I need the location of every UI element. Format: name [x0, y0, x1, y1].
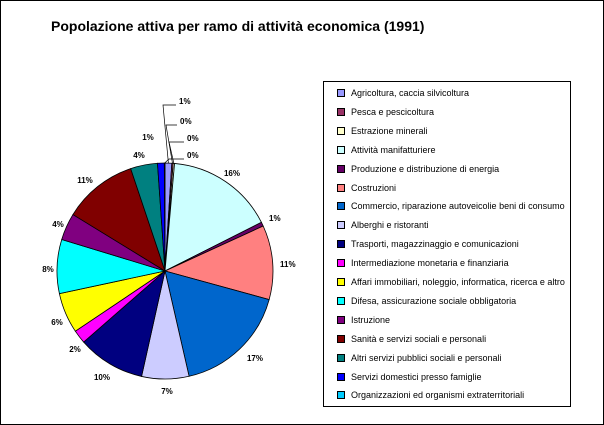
legend-item-12: Difesa, assicurazione sociale obbligator… — [337, 294, 516, 308]
legend-swatch — [337, 296, 345, 305]
legend-swatch — [337, 145, 345, 154]
legend-item-5: Produzione e distribuzione di energia — [337, 162, 499, 176]
legend-swatch — [337, 221, 345, 230]
slice-label-4: 16% — [224, 169, 240, 178]
chart-title: Popolazione attiva per ramo di attività … — [51, 18, 425, 34]
legend-item-6: Costruzioni — [337, 181, 396, 195]
legend-swatch — [337, 202, 345, 211]
pie-slice-6 — [163, 225, 274, 301]
pie-slice-4 — [164, 162, 262, 272]
legend-item-15: Altri servizi pubblici sociali e persona… — [337, 351, 502, 365]
legend-label: Pesca e pescicoltura — [351, 106, 435, 117]
slice-label-12: 8% — [42, 265, 54, 274]
slice-label-6: 11% — [280, 260, 296, 269]
legend-item-9: Trasporti, magazzinaggio e comunicazioni — [337, 237, 519, 251]
slice-label-16: 1% — [142, 133, 154, 142]
legend-label: Intermediazione monetaria e finanziaria — [351, 258, 509, 269]
slice-label-9: 10% — [94, 373, 110, 382]
leader-line-3 — [168, 141, 184, 164]
slice-label-11: 6% — [51, 318, 63, 327]
slice-label-5: 1% — [269, 214, 281, 223]
legend-item-13: Istruzione — [337, 313, 390, 327]
legend-label: Affari immobiliari, noleggio, informatic… — [351, 277, 565, 287]
legend-item-8: Alberghi e ristoranti — [337, 218, 429, 232]
pie-slice-14 — [72, 168, 166, 272]
legend-item-4: Attività manifatturiere — [337, 143, 436, 157]
slice-label-2: 0% — [180, 117, 192, 126]
legend-label: Estrazione minerali — [351, 125, 428, 136]
legend: Agricoltura, caccia silvicoltura Pesca e … — [323, 81, 571, 407]
legend-label: Sanità e servizi sociali e personali — [351, 333, 487, 344]
legend-swatch — [337, 164, 345, 173]
legend-swatch — [337, 334, 345, 343]
legend-item-14: Sanità e servizi sociali e personali — [337, 332, 486, 346]
legend-label: Attività manifatturiere — [351, 144, 436, 155]
legend-swatch — [337, 353, 345, 362]
legend-swatch — [337, 240, 345, 249]
legend-label: Altri servizi pubblici sociali e persona… — [351, 352, 502, 363]
legend-label: Organizzazioni ed organismi extraterrito… — [351, 390, 525, 401]
legend-label: Commercio, riparazione autoveicolie beni… — [351, 201, 565, 212]
legend-label: Difesa, assicurazione sociale obbligator… — [351, 295, 517, 306]
legend-swatch — [337, 89, 345, 97]
legend-item-2: Pesca e pescicoltura — [337, 105, 434, 119]
legend-item-10: Intermediazione monetaria e finanziaria — [337, 256, 509, 270]
legend-label: Agricoltura, caccia silvicoltura — [351, 88, 470, 98]
slice-label-13: 4% — [52, 220, 64, 229]
slice-label-14: 11% — [77, 176, 93, 185]
slice-label-8: 7% — [161, 387, 173, 396]
legend-label: Produzione e distribuzione di energia — [351, 163, 500, 174]
legend-swatch — [337, 278, 345, 286]
slice-label-17: 0% — [187, 151, 199, 160]
legend-swatch — [337, 107, 345, 116]
leader-line-2 — [165, 124, 177, 164]
legend-label: Alberghi e ristoranti — [351, 220, 429, 231]
legend-swatch — [337, 372, 345, 381]
legend-item-17: Organizzazioni ed organismi extraterrito… — [337, 388, 524, 402]
legend-item-11: Affari immobiliari, noleggio, informatic… — [337, 275, 565, 289]
legend-item-7: Commercio, riparazione autoveicolie beni… — [337, 199, 565, 213]
legend-swatch — [337, 315, 345, 324]
slice-label-10: 2% — [69, 345, 81, 354]
slice-label-15: 4% — [133, 151, 145, 160]
legend-swatch — [337, 391, 345, 400]
legend-label: Costruzioni — [351, 182, 397, 193]
slice-label-7: 17% — [247, 354, 263, 363]
legend-swatch — [337, 259, 345, 268]
legend-swatch — [337, 183, 345, 192]
legend-item-3: Estrazione minerali — [337, 124, 428, 138]
legend-label: Servizi domestici presso famiglie — [351, 371, 482, 382]
legend-item-16: Servizi domestici presso famiglie — [337, 370, 482, 384]
leader-line-17 — [164, 158, 184, 164]
legend-label: Istruzione — [351, 314, 391, 325]
pie-slice-7 — [164, 270, 270, 377]
legend-label: Trasporti, magazzinaggio e comunicazioni — [351, 239, 519, 250]
leader-line-1 — [162, 104, 176, 164]
legend-swatch — [337, 126, 345, 135]
slice-label-1: 1% — [179, 97, 191, 106]
slice-label-3: 0% — [187, 134, 199, 143]
legend-item-1: Agricoltura, caccia silvicoltura — [337, 86, 469, 100]
